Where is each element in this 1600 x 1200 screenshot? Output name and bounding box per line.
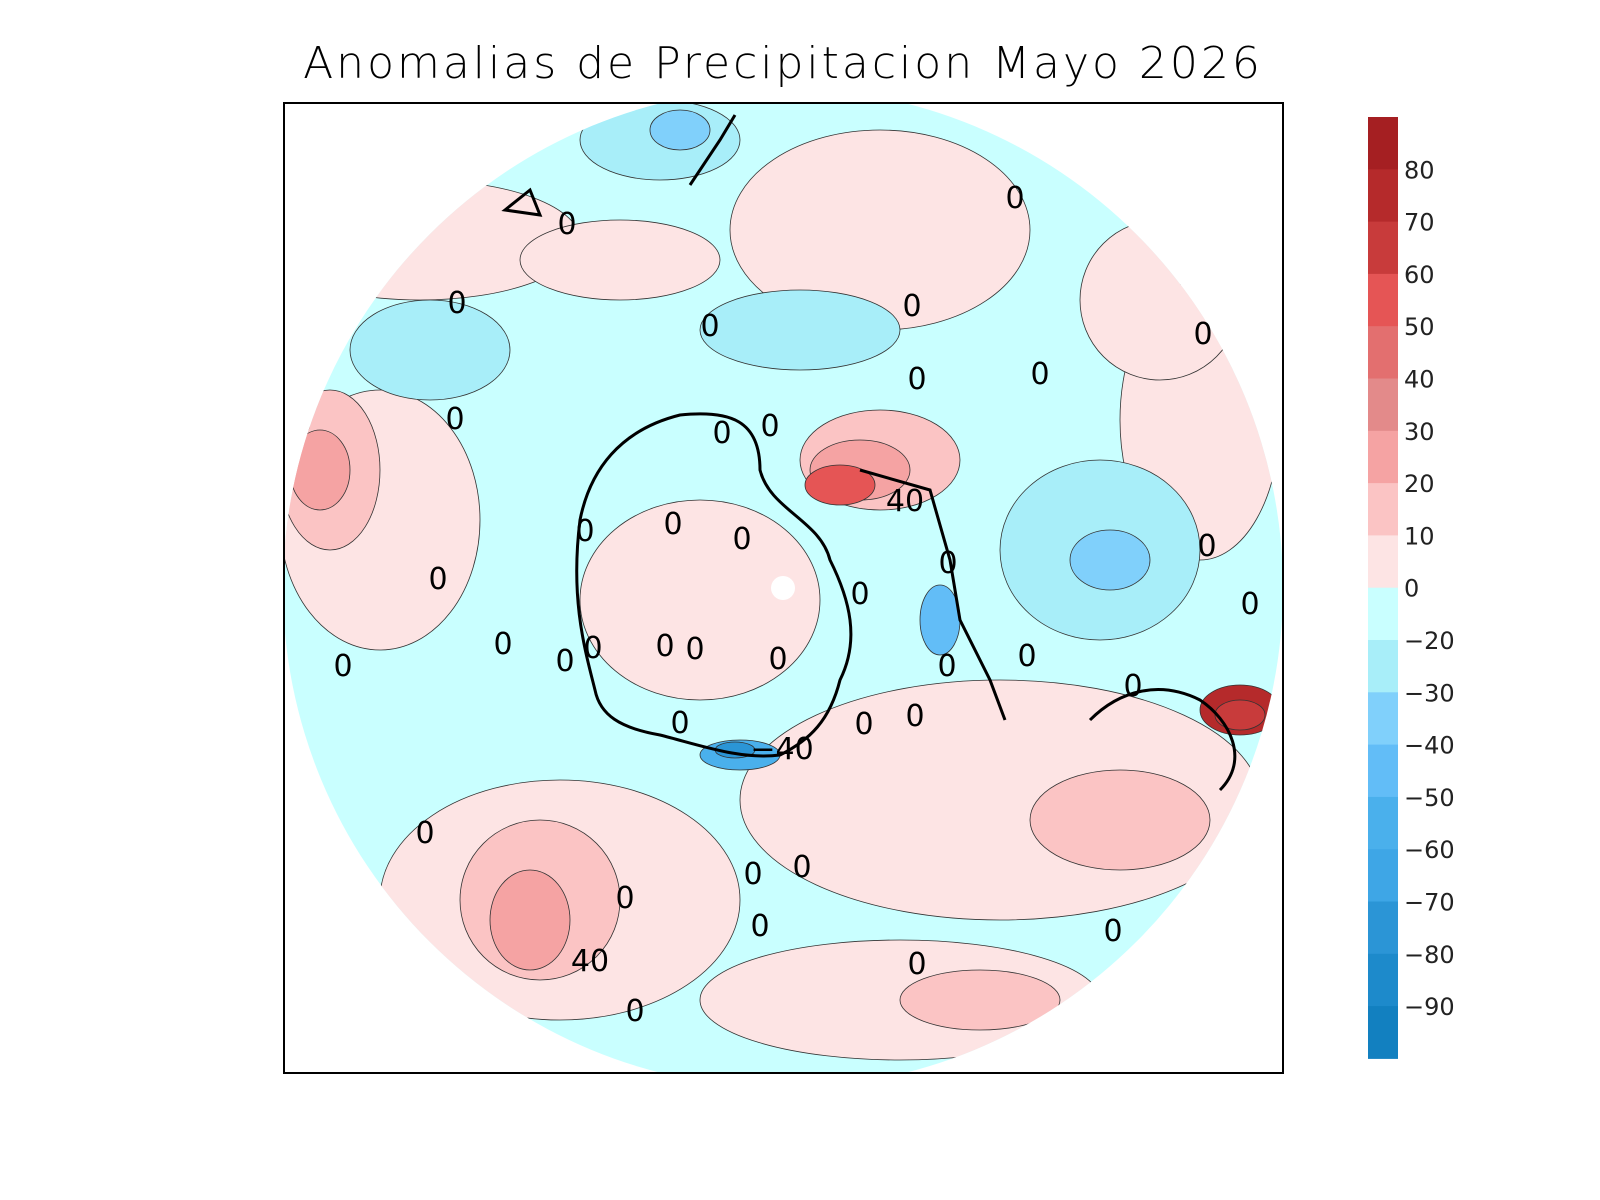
contour-label: 0 [625,994,644,1029]
anomaly-region [1069,529,1151,591]
colorbar-label: 70 [1404,209,1435,237]
anomaly-region [289,429,351,511]
colorbar-swatch [1368,273,1398,327]
anomaly-region [1029,769,1211,871]
colorbar-swatch [1368,1006,1398,1059]
colorbar-label: −20 [1404,627,1455,655]
anomaly-field [284,103,1283,1073]
colorbar-swatch [1368,483,1398,536]
contour-label: 0 [1103,914,1122,949]
anomaly-region [649,109,711,151]
colorbar-swatch [1368,849,1398,902]
contour-label: 0 [415,816,434,851]
colorbar-swatch [1368,744,1398,798]
contour-label: 0 [333,649,352,684]
colorbar-swatch [1368,640,1398,693]
contour-label: 0 [555,644,574,679]
colorbar-swatch [1368,901,1398,955]
contour-label: 0 [750,909,769,944]
contour-label: 0 [768,642,787,677]
contour-label: 0 [905,699,924,734]
contour-label: 0 [907,947,926,982]
contour-label: 40 [571,944,609,979]
anomaly-region [519,219,721,301]
anomaly-region [579,499,821,701]
colorbar-label: 80 [1404,156,1435,184]
coastlines [501,114,1237,792]
colorbar-label: 10 [1404,522,1435,550]
contour-label: 0 [428,562,447,597]
contour-label: 0 [655,629,674,664]
colorbar: 80 70 60 50 40 30 20 10 0 −20 −30 −40 −50 −60 −70 −80 −9… [1368,117,1455,1059]
colorbar-swatch [1368,953,1398,1007]
colorbar-swatch [1368,430,1398,484]
colorbar-swatch [1368,587,1398,641]
colorbar-label: 0 [1404,575,1419,603]
contour-label: 0 [1197,529,1216,564]
colorbar-swatch [1368,326,1398,379]
contour-label: −40 [750,732,813,767]
contour-label: 0 [447,286,466,321]
contour-label: 0 [938,546,957,581]
contour-label: 0 [1240,587,1259,622]
contour-label: 0 [937,649,956,684]
contour-label: 0 [1193,317,1212,352]
contour-label: 0 [493,627,512,662]
colorbar-swatch [1368,221,1398,275]
colorbar-label: −60 [1404,836,1455,864]
anomaly-region [899,969,1061,1031]
colorbar-label: 40 [1404,366,1435,394]
contour-label: 0 [760,409,779,444]
contour-label: 0 [557,207,576,242]
contour-label: 0 [732,522,751,557]
colorbar-label: −70 [1404,889,1455,917]
contour-label: 0 [907,362,926,397]
map-title: Anomalias de Precipitacion Mayo 2026 [303,38,1263,89]
colorbar-swatch [1368,169,1398,223]
colorbar-swatch [1368,796,1398,850]
contour-label: 0 [575,514,594,549]
contour-label: 40 [886,484,924,519]
contour-label: 0 [583,631,602,666]
contour-label: 0 [685,632,704,667]
contour-label: 0 [850,577,869,612]
anomaly-region [804,464,876,506]
contour-label: 0 [902,289,921,324]
anomaly-region [349,299,511,401]
contour-label: 0 [712,416,731,451]
colorbar-label: 30 [1404,418,1435,446]
contour-label: 0 [445,402,464,437]
anomaly-region [919,584,961,656]
colorbar-label: −80 [1404,941,1455,969]
anomaly-region [1214,699,1266,731]
contour-label: 0 [792,850,811,885]
colorbar-label: 50 [1404,313,1435,341]
contour-label: 0 [700,309,719,344]
contour-label: 0 [1030,357,1049,392]
contour-label: 0 [615,881,634,916]
anomaly-region [1079,219,1241,381]
contour-label: 0 [743,857,762,892]
contour-label: 0 [1017,639,1036,674]
colorbar-label: −30 [1404,679,1455,707]
colorbar-swatch [1368,378,1398,432]
contour-label: 0 [1005,181,1024,216]
colorbar-label: −40 [1404,732,1455,760]
colorbar-label: 60 [1404,261,1435,289]
colorbar-swatch [1368,692,1398,746]
anomaly-region [699,289,901,371]
contour-label: 0 [663,507,682,542]
colorbar-swatch [1368,535,1398,589]
colorbar-label: −90 [1404,993,1455,1021]
colorbar-label: −50 [1404,784,1455,812]
map-frame [283,102,1284,1074]
colorbar-label: 20 [1404,470,1435,498]
contour-label: 0 [854,707,873,742]
colorbar-swatch [1368,117,1398,170]
contour-label: 0 [1123,669,1142,704]
contour-label: 0 [670,706,689,741]
anomaly-region [489,869,571,971]
